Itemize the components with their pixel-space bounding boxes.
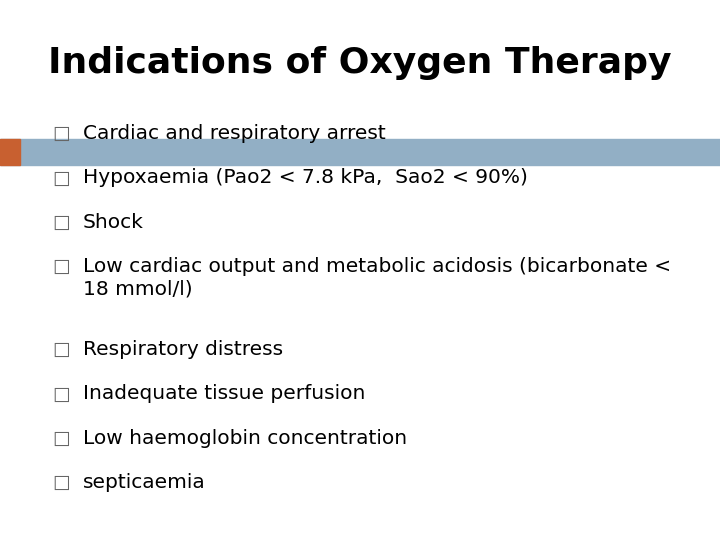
Text: Indications of Oxygen Therapy: Indications of Oxygen Therapy (48, 46, 672, 80)
Text: □: □ (53, 340, 70, 359)
Text: Cardiac and respiratory arrest: Cardiac and respiratory arrest (83, 124, 385, 143)
Text: □: □ (53, 384, 70, 403)
Text: Respiratory distress: Respiratory distress (83, 340, 283, 359)
Text: Hypoxaemia (Pao2 < 7.8 kPa,  Sao2 < 90%): Hypoxaemia (Pao2 < 7.8 kPa, Sao2 < 90%) (83, 168, 528, 187)
Text: □: □ (53, 213, 70, 232)
Text: septicaemia: septicaemia (83, 473, 205, 492)
Text: □: □ (53, 429, 70, 448)
Text: □: □ (53, 124, 70, 143)
Text: Low cardiac output and metabolic acidosis (bicarbonate <
18 mmol/l): Low cardiac output and metabolic acidosi… (83, 257, 671, 298)
Text: Inadequate tissue perfusion: Inadequate tissue perfusion (83, 384, 365, 403)
Text: Low haemoglobin concentration: Low haemoglobin concentration (83, 429, 407, 448)
Text: □: □ (53, 257, 70, 276)
Text: Shock: Shock (83, 213, 144, 232)
Text: □: □ (53, 168, 70, 187)
Text: □: □ (53, 473, 70, 492)
